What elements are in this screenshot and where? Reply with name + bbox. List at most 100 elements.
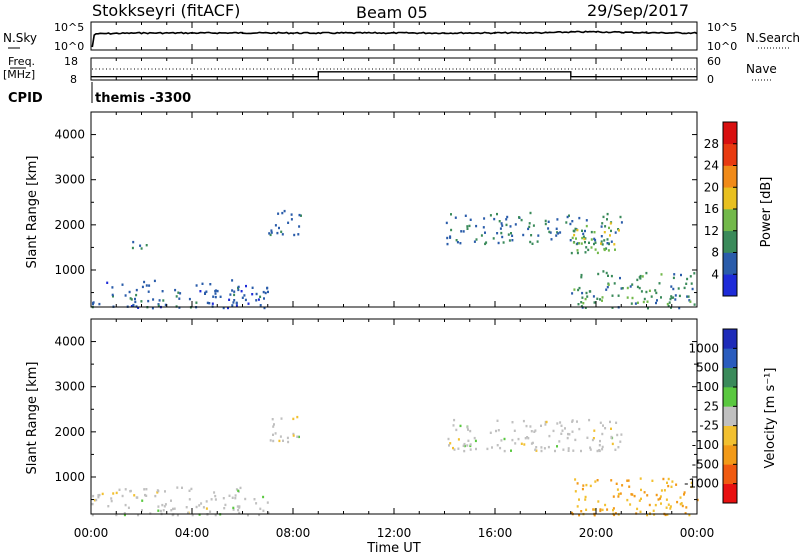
range-cell <box>609 222 612 225</box>
range-cell <box>609 234 611 237</box>
range-cell <box>237 285 240 289</box>
range-cell <box>267 290 269 294</box>
range-cell <box>545 420 548 424</box>
range-cell <box>601 243 604 246</box>
power-colorbar-tick-label: 20 <box>704 180 719 194</box>
range-cell <box>657 498 660 501</box>
range-cell <box>231 304 234 307</box>
range-cell <box>543 447 546 450</box>
range-cell <box>214 513 217 517</box>
range-cell <box>691 287 694 291</box>
range-cell <box>235 488 238 491</box>
range-cell <box>566 215 569 219</box>
range-cell <box>459 424 462 428</box>
range-cell <box>243 294 246 297</box>
range-cell <box>679 496 682 499</box>
range-cell <box>672 287 675 291</box>
range-cell <box>483 217 486 220</box>
power-colorbar-tick-label: 24 <box>704 159 719 173</box>
range-cell <box>457 438 460 441</box>
range-cell <box>616 433 619 437</box>
range-cell <box>124 488 127 491</box>
range-cell <box>690 481 693 485</box>
range-cell <box>147 290 150 293</box>
velocity-colorbar-tick-label: -1000 <box>684 477 719 491</box>
range-cell <box>214 494 217 498</box>
range-cell <box>511 421 514 424</box>
range-cell <box>594 241 597 244</box>
time-tick-label: 00:00 <box>680 526 715 540</box>
range-cell <box>605 247 608 250</box>
range-cell <box>298 213 301 217</box>
range-cell <box>162 299 165 302</box>
range-cell <box>636 301 639 304</box>
range-cell <box>259 304 262 307</box>
range-cell <box>578 286 581 290</box>
range-cell <box>201 282 204 285</box>
range-cell <box>611 442 614 446</box>
range-cell <box>496 232 499 235</box>
velocity-colorbar-frame <box>722 328 738 504</box>
range-cell <box>286 436 289 440</box>
range-cell <box>582 484 585 487</box>
range-cell <box>529 240 532 244</box>
range-cell <box>140 300 143 303</box>
range-cell <box>179 292 182 295</box>
range-cell <box>499 227 502 230</box>
range-cell <box>517 437 520 441</box>
range-cell <box>614 448 617 451</box>
range-cell <box>660 489 663 492</box>
range-cell <box>140 247 143 250</box>
range-cell <box>585 219 588 222</box>
range-cell <box>271 418 274 421</box>
range-cell <box>115 491 118 495</box>
range-cell <box>569 222 572 226</box>
range-cell <box>130 305 133 308</box>
range-cell <box>292 434 295 437</box>
range-cell <box>111 293 114 297</box>
range-cell <box>552 429 555 433</box>
velocity-colorbar-swatch <box>723 406 737 426</box>
range-cell <box>626 498 629 502</box>
range-cell <box>585 291 588 295</box>
range-cell <box>214 292 217 295</box>
range-cell <box>292 417 295 421</box>
range-cell <box>484 242 487 246</box>
range-cell <box>231 279 234 282</box>
range-cell <box>578 514 581 517</box>
range-cell <box>468 224 471 228</box>
range-cell <box>626 296 629 299</box>
range-cell <box>580 449 582 453</box>
range-cell <box>530 234 533 237</box>
range-cell <box>574 478 577 481</box>
nave-label: Nave <box>746 62 777 76</box>
range-cell <box>655 301 657 305</box>
range-cell <box>573 233 576 237</box>
range-cell <box>608 226 610 230</box>
range-cell <box>606 242 609 245</box>
range-cell <box>569 239 572 242</box>
range-cell <box>685 282 688 285</box>
range-cell <box>601 445 604 449</box>
range-cell <box>617 492 620 496</box>
range-cell <box>597 272 600 276</box>
range-cell <box>496 444 499 447</box>
range-cell <box>686 295 689 298</box>
range-cell <box>283 209 286 213</box>
range-cell <box>536 240 539 243</box>
range-cell <box>237 508 240 512</box>
range-cell <box>594 238 597 242</box>
range-cell <box>558 440 561 443</box>
range-cell <box>678 306 681 310</box>
range-cell <box>214 295 217 299</box>
range-cell <box>585 224 588 228</box>
range-cell <box>567 432 569 436</box>
range-cell <box>112 295 114 298</box>
range-cell <box>593 508 596 511</box>
power-colorbar-swatch <box>723 274 737 297</box>
range-cell <box>518 216 520 219</box>
range-cell <box>95 498 98 502</box>
range-cell <box>450 228 453 232</box>
range-cell <box>593 231 596 234</box>
range-cell <box>475 238 478 241</box>
